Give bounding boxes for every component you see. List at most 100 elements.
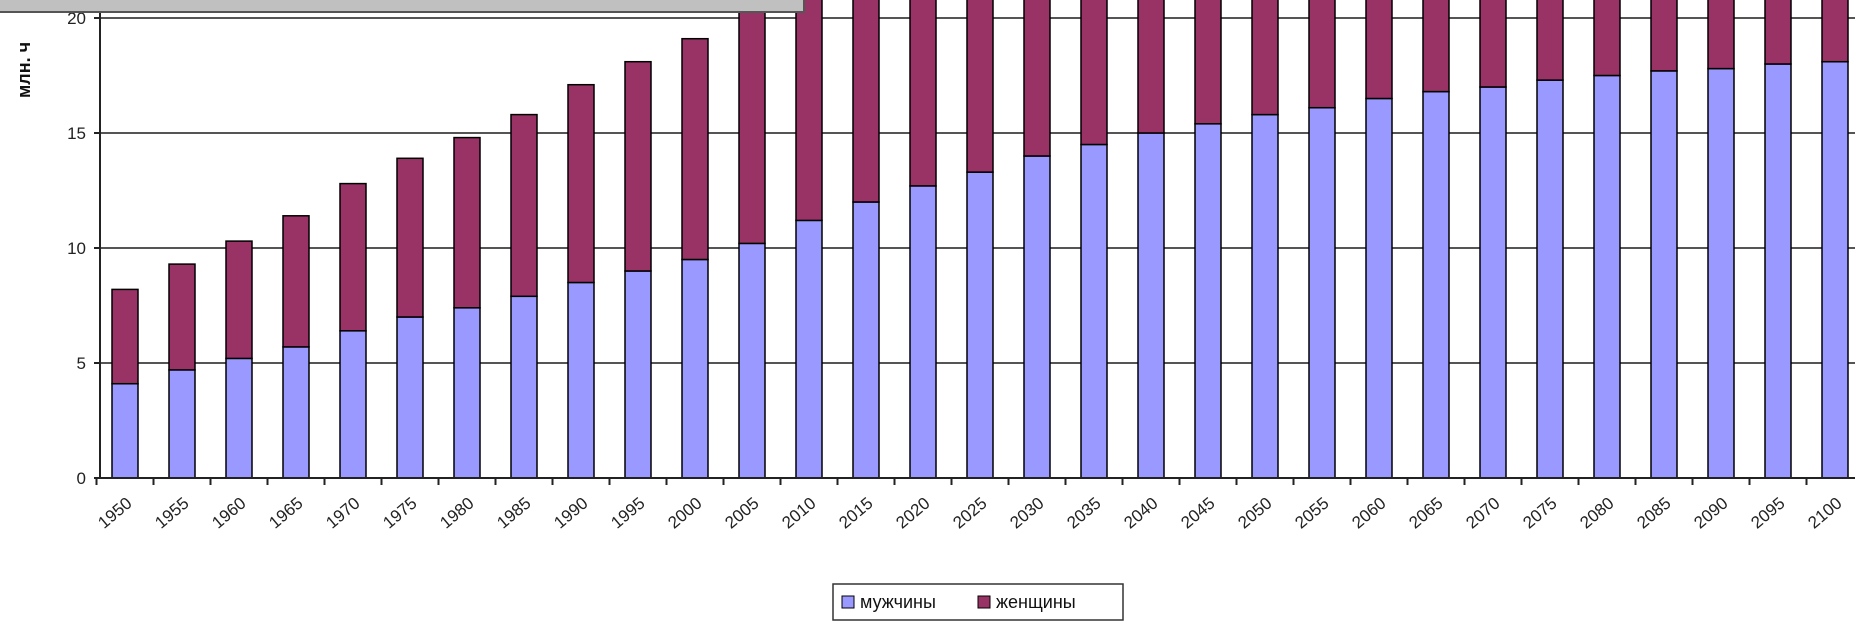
bar-men-2030 [1023,155,1051,479]
x-tick-label: 1970 [322,494,363,533]
legend-swatch-men [841,595,855,609]
bar-women-2075 [1536,0,1564,81]
bar-women-1985 [510,113,538,298]
bar-women-2085 [1650,0,1678,72]
bar-men-2040 [1137,132,1165,479]
bar-men-1950 [111,382,139,479]
bar-men-1965 [282,346,310,479]
bar-women-1990 [567,83,595,284]
x-tick-label: 2095 [1747,494,1788,533]
x-tick-label: 1965 [265,494,306,533]
bar-men-2025 [966,171,994,479]
x-tick-label: 2020 [892,494,933,533]
bar-men-2050 [1251,113,1279,479]
axes [94,0,1855,485]
bar-men-2020 [909,185,937,479]
bar-men-1970 [339,330,367,479]
bar-women-2070 [1479,0,1507,88]
bar-women-2060 [1365,0,1393,100]
bar-women-2040 [1137,0,1165,134]
bar-men-2080 [1593,74,1621,479]
x-tick-label: 1975 [379,494,420,533]
bar-women-2095 [1764,0,1792,65]
bar-women-2065 [1422,0,1450,93]
x-tick-label: 2045 [1177,494,1218,533]
x-tick-label: 2100 [1804,494,1845,533]
bar-women-2050 [1251,0,1279,116]
bar-women-1950 [111,288,139,385]
legend: мужчины женщины [832,583,1124,621]
bar-men-2010 [795,219,823,479]
bar-women-2030 [1023,0,1051,157]
bar-women-2035 [1080,0,1108,146]
bar-women-1995 [624,60,652,272]
y-tick-labels: 0 5 10 15 20 [67,9,86,488]
bar-women-1960 [225,240,253,360]
x-tick-label: 2060 [1348,494,1389,533]
bar-women-2010 [795,0,823,222]
bar-women-2055 [1308,0,1336,109]
x-tick-label: 1995 [607,494,648,533]
x-tick-label: 1980 [436,494,477,533]
x-tick-label: 2000 [664,494,705,533]
bar-men-2095 [1764,63,1792,479]
bar-women-2045 [1194,0,1222,125]
bar-men-2035 [1080,143,1108,479]
x-tick-label: 2080 [1576,494,1617,533]
bar-men-1960 [225,357,253,479]
x-tick-label: 2090 [1690,494,1731,533]
bar-women-2090 [1707,0,1735,70]
bar-women-1975 [396,157,424,318]
y-axis-label: млн. ч [14,42,34,98]
x-tick-label: 1985 [493,494,534,533]
x-tick-label: 2075 [1519,494,1560,533]
bar-men-2085 [1650,70,1678,479]
y-tick-label: 15 [67,124,86,143]
x-tick-label: 2050 [1234,494,1275,533]
y-tick-label: 10 [67,239,86,258]
y-tick-label: 0 [77,469,86,488]
x-tick-label: 2010 [778,494,819,533]
bar-women-2080 [1593,0,1621,77]
bar-men-2070 [1479,86,1507,479]
x-tick-label: 2055 [1291,494,1332,533]
bar-women-2100 [1821,0,1849,63]
overlay-box [0,0,805,13]
bar-women-1980 [453,136,481,309]
bar-women-1970 [339,182,367,332]
x-tick-label: 2065 [1405,494,1446,533]
bar-men-1985 [510,295,538,479]
bar-men-1980 [453,307,481,479]
legend-swatch-women [977,595,991,609]
bar-men-2065 [1422,90,1450,479]
x-tick-label: 2085 [1633,494,1674,533]
bar-women-2015 [852,0,880,203]
bar-men-1955 [168,369,196,479]
bar-men-1975 [396,316,424,479]
x-tick-label: 2035 [1063,494,1104,533]
bar-women-2000 [681,37,709,261]
bar-men-2090 [1707,67,1735,479]
bars [111,0,1849,479]
bar-men-2015 [852,201,880,479]
x-tick-label: 1955 [151,494,192,533]
bar-women-2005 [738,3,766,245]
legend-label-women: женщины [996,592,1076,612]
x-tick-label: 1960 [208,494,249,533]
bar-women-1955 [168,263,196,371]
x-tick-label: 2040 [1120,494,1161,533]
x-tick-labels: 1950 1955 1960 1965 1970 1975 1980 1985 1990 1995… [94,494,1845,533]
bar-men-2055 [1308,106,1336,479]
bar-men-2075 [1536,79,1564,479]
x-tick-label: 2015 [835,494,876,533]
x-tick-label: 2025 [949,494,990,533]
legend-label-men: мужчины [860,592,936,612]
x-tick-label: 1950 [94,494,135,533]
bar-men-2045 [1194,123,1222,479]
bar-men-2005 [738,242,766,479]
bar-women-1965 [282,215,310,348]
bar-women-2020 [909,0,937,187]
bar-men-2060 [1365,97,1393,479]
y-tick-label: 20 [67,9,86,28]
